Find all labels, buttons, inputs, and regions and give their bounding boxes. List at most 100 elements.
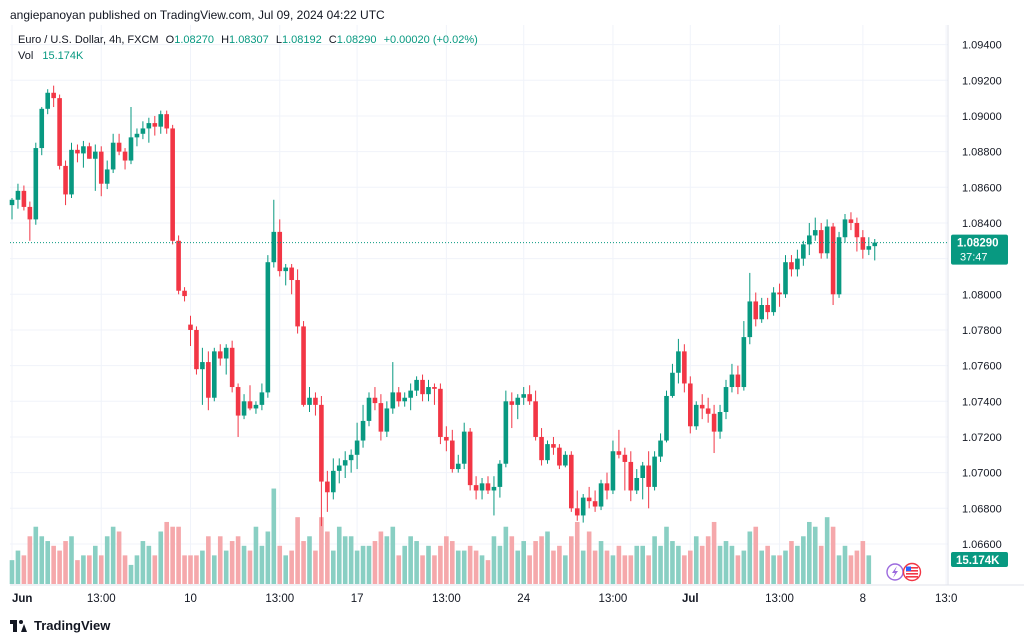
candle[interactable] (610, 440, 616, 495)
tradingview-footer[interactable]: TradingView (10, 618, 110, 633)
candle[interactable] (622, 447, 628, 491)
candle[interactable] (164, 110, 169, 134)
candle[interactable] (342, 451, 348, 478)
candle[interactable] (830, 222, 836, 305)
candle[interactable] (652, 451, 657, 491)
candle[interactable] (521, 387, 526, 405)
candle[interactable] (836, 231, 842, 298)
candle[interactable] (509, 392, 515, 429)
candle[interactable] (580, 494, 586, 523)
candle[interactable] (319, 395, 324, 527)
candle[interactable] (592, 490, 598, 512)
candle[interactable] (771, 287, 776, 316)
candle[interactable] (51, 85, 56, 108)
candle[interactable] (604, 472, 610, 500)
candle[interactable] (866, 237, 872, 256)
candle[interactable] (444, 426, 449, 452)
candle[interactable] (27, 201, 33, 241)
price-axis[interactable]: 1.09400 1.09200 1.09000 1.08800 1.08600 1.084… (962, 40, 1002, 551)
candle[interactable] (140, 121, 146, 140)
candle[interactable] (473, 476, 479, 500)
candle[interactable] (81, 140, 86, 168)
candle[interactable] (265, 255, 271, 398)
candle[interactable] (491, 476, 497, 516)
candle[interactable] (586, 486, 592, 509)
candle[interactable] (295, 269, 300, 334)
candle[interactable] (122, 148, 128, 170)
candle[interactable] (818, 222, 824, 259)
candle[interactable] (206, 351, 211, 411)
candle[interactable] (360, 404, 366, 448)
candle[interactable] (110, 133, 116, 174)
candle[interactable] (574, 490, 580, 521)
candle[interactable] (503, 390, 509, 468)
candle[interactable] (277, 219, 283, 277)
candle[interactable] (21, 185, 27, 211)
candle[interactable] (789, 255, 794, 277)
lightning-event-icon[interactable] (886, 563, 904, 581)
us-flag-event-icon[interactable] (902, 562, 922, 582)
candle[interactable] (551, 436, 556, 455)
candle[interactable] (354, 422, 360, 470)
candle[interactable] (693, 401, 699, 430)
candle[interactable] (15, 183, 21, 209)
symbol-label[interactable]: Euro / U.S. Dollar, 4h, FXCM (18, 34, 159, 46)
candle[interactable] (301, 321, 306, 407)
candle[interactable] (539, 428, 544, 466)
candle[interactable] (98, 146, 104, 197)
candle[interactable] (765, 297, 770, 320)
candle[interactable] (182, 287, 187, 302)
candle[interactable] (515, 394, 521, 420)
candle[interactable] (414, 376, 419, 396)
candle[interactable] (664, 390, 669, 443)
candle[interactable] (366, 392, 372, 427)
candle[interactable] (461, 422, 467, 470)
candle[interactable] (235, 383, 241, 437)
candle[interactable] (402, 392, 407, 407)
candle[interactable] (217, 344, 223, 366)
candle[interactable] (259, 383, 265, 411)
candle[interactable] (170, 124, 175, 245)
candle[interactable] (69, 142, 74, 198)
candle[interactable] (289, 263, 294, 295)
candle[interactable] (194, 326, 199, 375)
candle[interactable] (212, 347, 217, 402)
candle[interactable] (688, 376, 693, 434)
candle[interactable] (152, 115, 158, 136)
candle[interactable] (646, 451, 651, 509)
candle[interactable] (628, 451, 634, 502)
candle[interactable] (87, 142, 92, 159)
candle[interactable] (545, 440, 550, 464)
candle[interactable] (479, 477, 485, 500)
candle[interactable] (432, 383, 437, 405)
candle[interactable] (9, 197, 15, 220)
candle[interactable] (283, 263, 288, 286)
candle[interactable] (854, 217, 860, 252)
candle[interactable] (485, 476, 491, 495)
candle[interactable] (747, 272, 753, 345)
candle[interactable] (408, 383, 413, 411)
candle[interactable] (741, 321, 747, 391)
candle[interactable] (420, 374, 425, 402)
candle[interactable] (533, 390, 538, 441)
candle[interactable] (640, 461, 645, 500)
candle[interactable] (824, 219, 830, 259)
candle[interactable] (104, 160, 110, 190)
candle[interactable] (450, 429, 455, 473)
candle[interactable] (670, 363, 675, 398)
candle[interactable] (372, 387, 378, 411)
candle[interactable] (699, 394, 705, 420)
candle[interactable] (842, 214, 848, 243)
candle[interactable] (247, 385, 253, 411)
candle[interactable] (676, 338, 681, 384)
candle[interactable] (158, 110, 164, 134)
candle[interactable] (438, 383, 443, 445)
candle[interactable] (777, 283, 782, 307)
candle[interactable] (759, 297, 764, 323)
candle[interactable] (331, 458, 336, 500)
candle[interactable] (455, 454, 461, 473)
candle[interactable] (348, 449, 354, 473)
candle[interactable] (33, 142, 39, 225)
candle[interactable] (705, 397, 711, 423)
candle[interactable] (860, 230, 866, 259)
